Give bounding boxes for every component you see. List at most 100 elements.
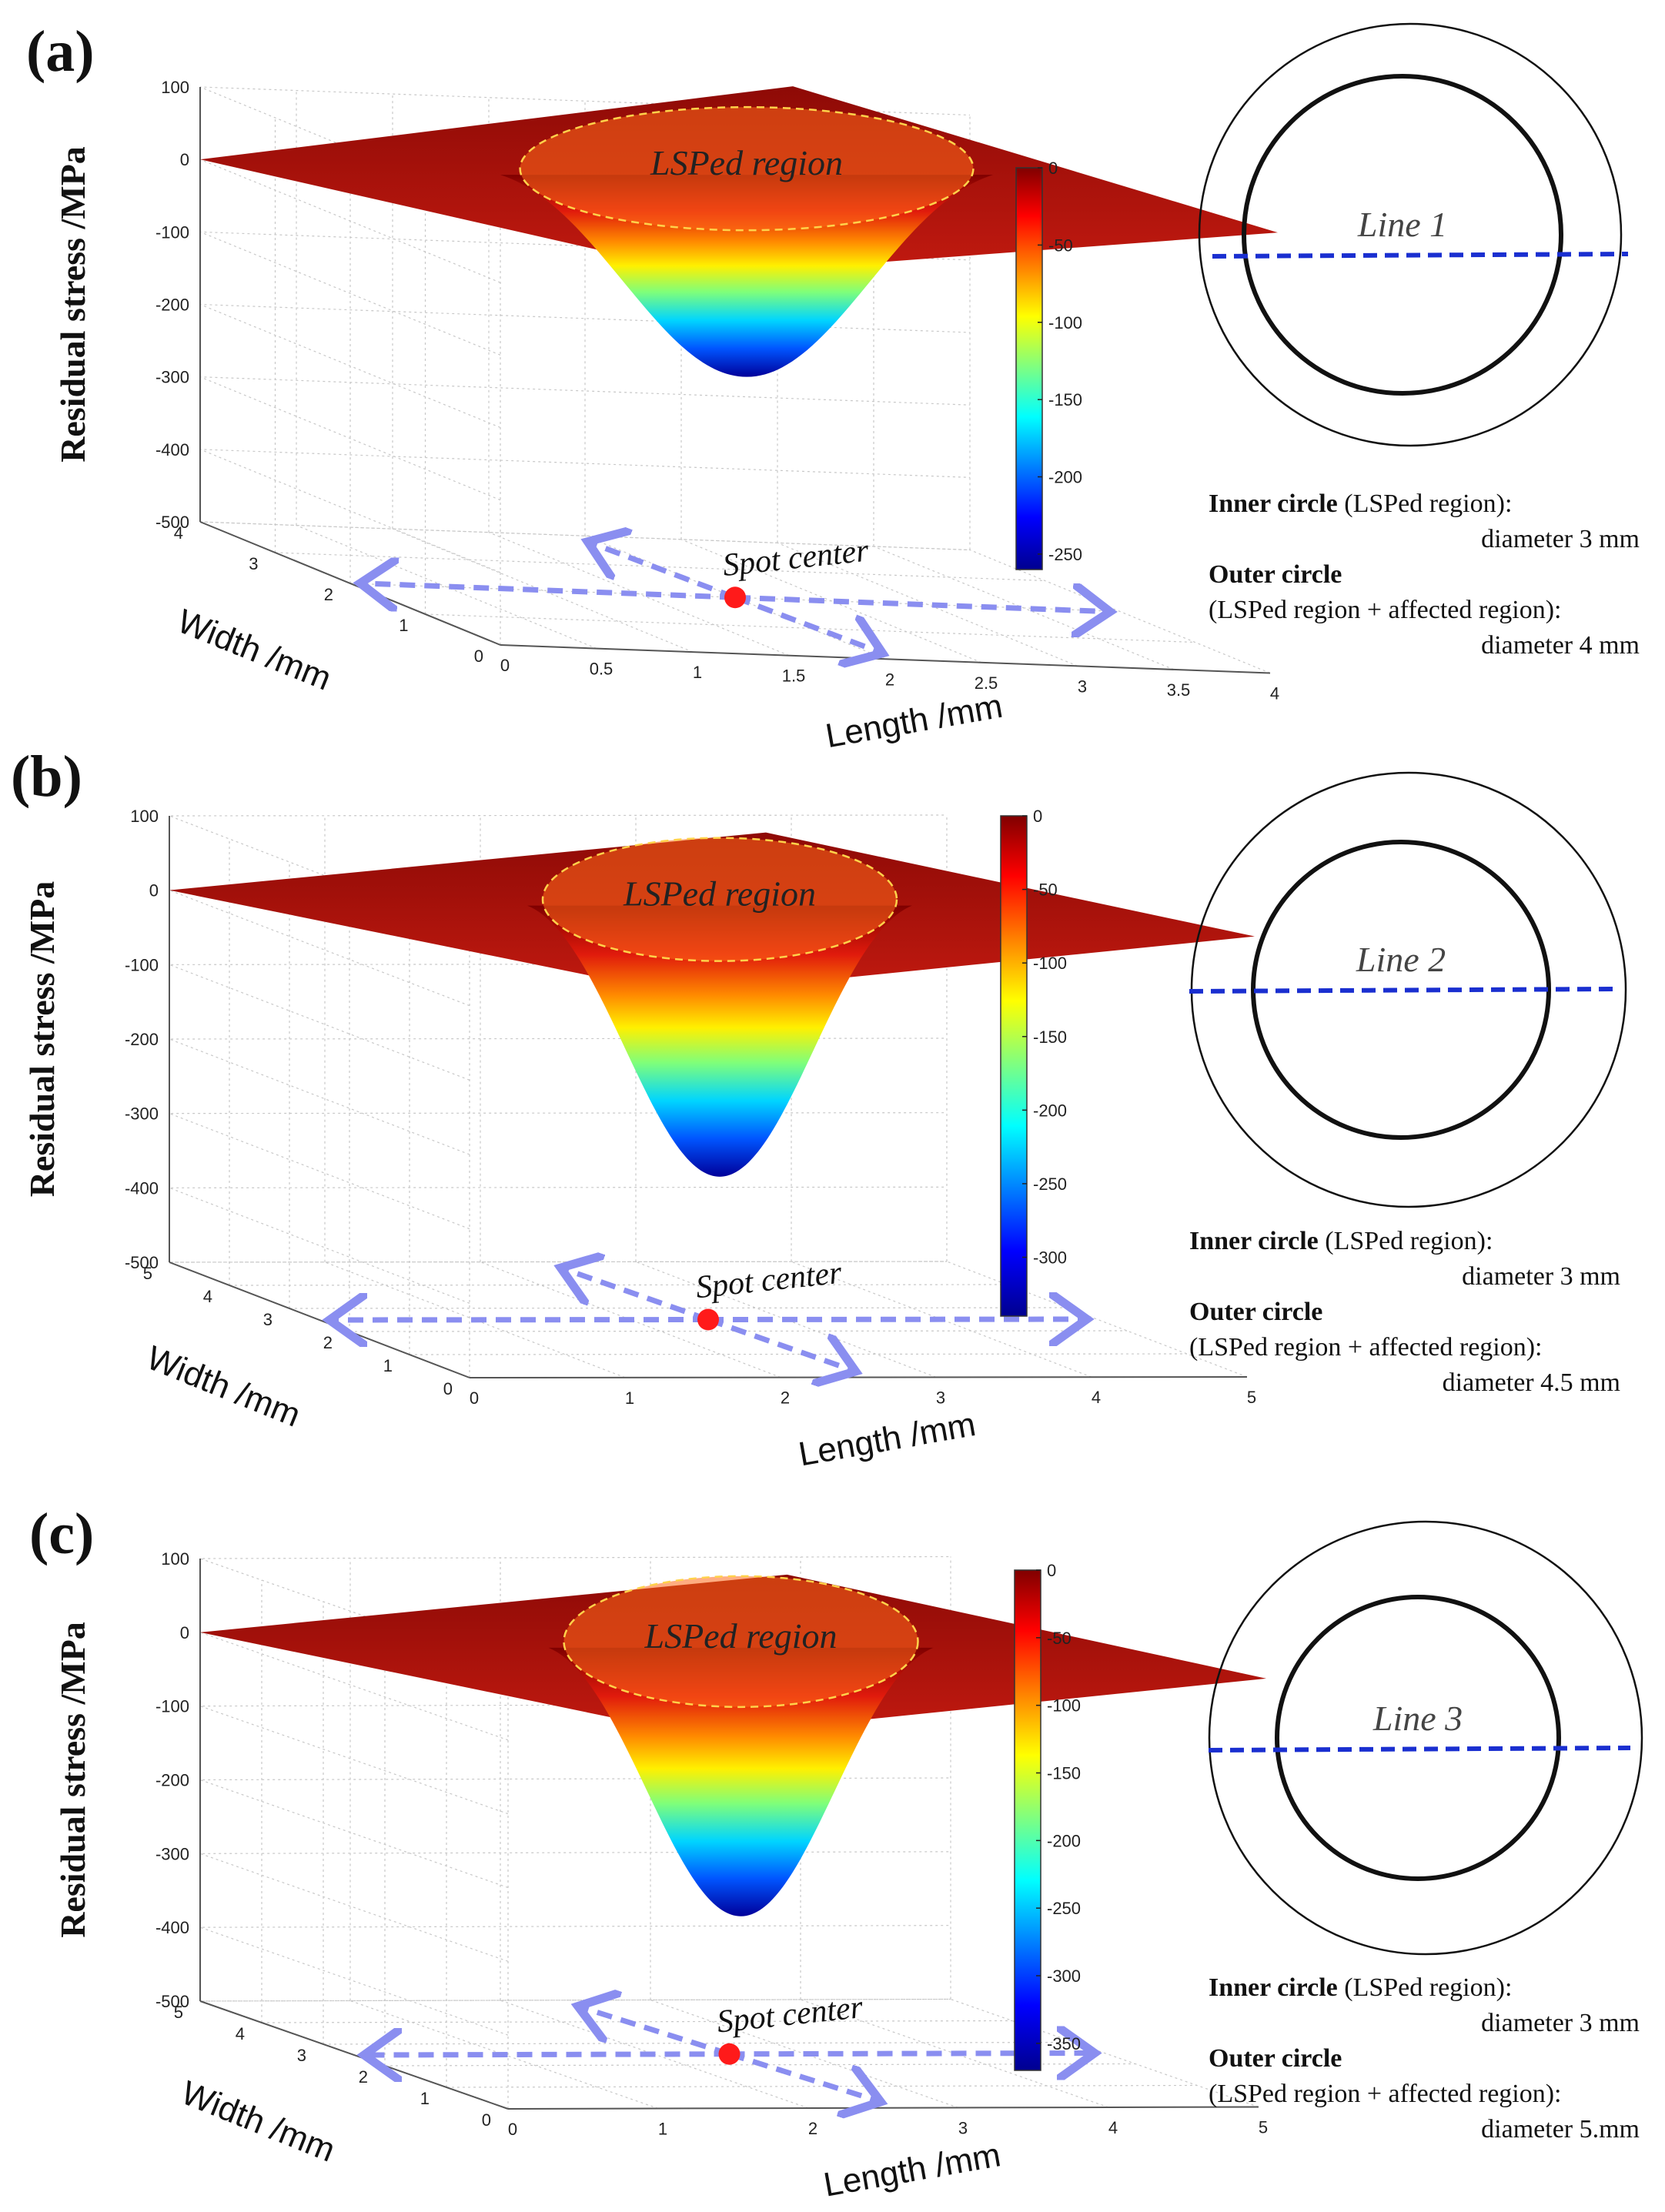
z-tick-label: -200 — [155, 296, 189, 315]
outer-circle-desc: (LSPed region + affected region): — [1209, 596, 1562, 624]
z-tick-label: -300 — [125, 1104, 159, 1124]
arrow-back — [566, 1270, 710, 1322]
gridline-z — [199, 1925, 951, 2036]
x-axis-title: Length /mm — [821, 2136, 1003, 2204]
colorbar-tick-label: -150 — [1033, 1027, 1067, 1047]
y-tick-label: 4 — [174, 523, 183, 543]
notes-c: Inner circle (LSPed region): diameter 3 … — [1209, 1970, 1640, 2147]
colorbar-tick-label: -250 — [1047, 1899, 1081, 1918]
arrow-left — [366, 583, 736, 597]
y-tick-label: 2 — [324, 585, 333, 604]
surface-rim — [520, 107, 974, 231]
gridline-z — [199, 1851, 951, 1962]
outer-circle-diameter: diameter 4.5 mm — [1442, 1368, 1620, 1397]
z-tick-label: -400 — [155, 1918, 189, 1937]
section-line — [1212, 252, 1629, 259]
colorbar-tick-label: -250 — [1048, 545, 1082, 564]
direction-arrows — [335, 1270, 1082, 1370]
x-tick-label: 1.5 — [782, 667, 806, 686]
lsped-region-outline — [563, 1575, 919, 1709]
z-tick-label: -200 — [155, 1771, 189, 1790]
outer-circle — [1208, 1520, 1643, 1956]
spot-center-label: Spot center — [715, 1990, 865, 2040]
y-tick-label: 1 — [420, 2089, 430, 2108]
y-axis-title: Width /mm — [172, 602, 336, 697]
colorbar-tick-label: -100 — [1048, 313, 1082, 332]
gridline-y — [199, 521, 971, 551]
x-tick-label: 5 — [1259, 2118, 1268, 2137]
inner-circle-diameter: diameter 3 mm — [1481, 525, 1640, 553]
inner-circle-desc: (LSPed region): — [1344, 490, 1513, 518]
y-tick-label: 1 — [383, 1356, 393, 1375]
panel-label-b: (b) — [11, 744, 82, 809]
x-tick-label: 2 — [885, 670, 894, 689]
inner-circle-title: Inner circle — [1209, 1973, 1338, 2002]
inner-circle-desc: (LSPed region): — [1325, 1227, 1493, 1255]
spot-center-dot — [718, 2043, 741, 2065]
y-tick-label: 3 — [297, 2046, 306, 2065]
surface-depression — [500, 175, 993, 377]
colorbar-tick-label: -100 — [1033, 954, 1067, 973]
gridline-z — [199, 1777, 951, 1889]
arrow-front — [707, 1317, 851, 1370]
outer-circle-diameter: diameter 4 mm — [1481, 631, 1640, 660]
notes-b: Inner circle (LSPed region): diameter 3 … — [1189, 1224, 1620, 1401]
arrow-left — [335, 1320, 709, 1321]
z-tick-label: -500 — [155, 513, 189, 532]
lsped-region-outline — [541, 837, 898, 962]
arrow-right — [734, 597, 1105, 611]
notes-a: Inner circle (LSPed region): diameter 3 … — [1209, 486, 1640, 663]
spot-center-dot — [697, 1308, 719, 1331]
panel-label-c: (c) — [29, 1502, 95, 1566]
y-tick-label: 4 — [203, 1287, 212, 1306]
gridline-z — [169, 1038, 948, 1155]
y-tick-label: 5 — [174, 2003, 183, 2022]
y-tick-label: 0 — [443, 1379, 453, 1398]
y-tick-label: 3 — [249, 554, 258, 573]
colorbar — [1015, 167, 1043, 570]
panel-label-a: (a) — [26, 19, 95, 84]
y-axis-line — [199, 521, 501, 646]
outer-circle-desc: (LSPed region + affected region): — [1209, 2080, 1562, 2108]
gridline-y — [384, 2063, 1136, 2067]
y-axis-line — [169, 1261, 470, 1378]
colorbar — [1000, 815, 1028, 1317]
gridline-y — [409, 1353, 1188, 1355]
x-tick-label: 2 — [808, 2119, 817, 2138]
arrow-right — [707, 1319, 1082, 1320]
colorbar-tick-label: 0 — [1033, 807, 1042, 826]
x-tick-label: 0 — [500, 656, 510, 675]
arrow-front — [728, 2051, 876, 2100]
y-tick-label: 3 — [263, 1310, 272, 1329]
gridline-x — [488, 532, 790, 657]
z-axis-title: Residual stress /MPa — [53, 1622, 92, 1938]
z-tick-label: -100 — [155, 1697, 189, 1716]
z-tick-label: 100 — [130, 807, 159, 826]
region-label: LSPed region — [623, 874, 816, 914]
z-tick-label: 100 — [161, 1549, 189, 1569]
z-tick-label: 0 — [180, 1623, 189, 1642]
y-axis-title: Width /mm — [176, 2073, 340, 2169]
x-tick-label: 1 — [658, 2120, 667, 2139]
inner-circle-diameter: diameter 3 mm — [1481, 2009, 1640, 2037]
gridline-y — [199, 1998, 951, 2002]
region-label: LSPed region — [650, 143, 843, 182]
lsped-region-outline — [519, 105, 975, 232]
outer-circle-desc: (LSPed region + affected region): — [1189, 1333, 1543, 1362]
z-axis-title: Residual stress /MPa — [53, 146, 92, 463]
colorbar-tick-label: -200 — [1047, 1831, 1081, 1850]
y-tick-label: 4 — [236, 2024, 245, 2043]
gridline-x — [392, 528, 694, 653]
spot-center-label: Spot center — [694, 1255, 844, 1306]
outer-circle-diameter: diameter 5.mm — [1481, 2115, 1640, 2144]
outer-circle — [1198, 22, 1623, 447]
colorbar-tick-label: -50 — [1047, 1629, 1072, 1648]
x-tick-label: 3 — [936, 1388, 945, 1407]
inner-circle-title: Inner circle — [1189, 1227, 1319, 1255]
x-tick-label: 1 — [693, 663, 702, 682]
arrow-back — [593, 543, 737, 600]
z-tick-label: -200 — [125, 1030, 159, 1049]
outer-circle-title: Outer circle — [1189, 1298, 1323, 1326]
z-axis-title: Residual stress /MPa — [22, 881, 62, 1198]
inner-circle-desc: (LSPed region): — [1344, 1973, 1513, 2002]
